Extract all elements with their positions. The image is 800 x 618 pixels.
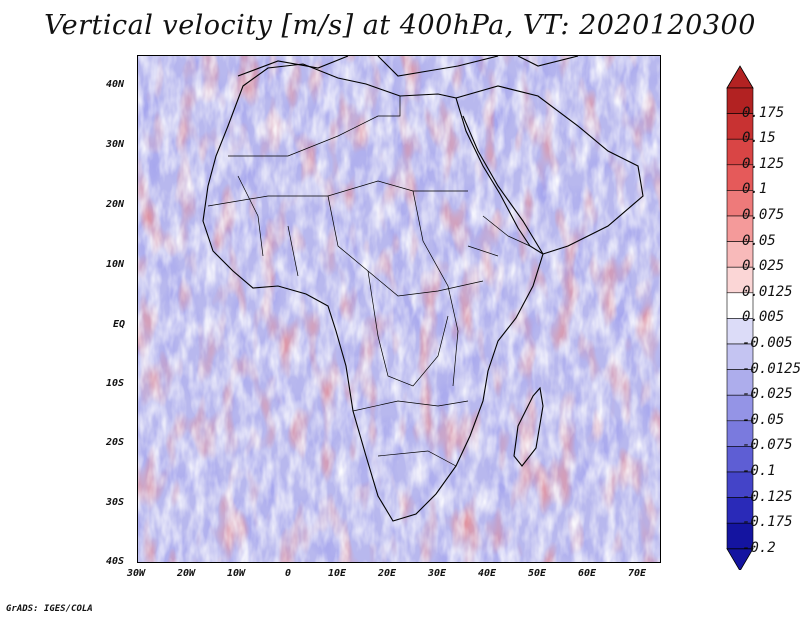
colorbar-label: 0.005	[742, 309, 785, 326]
colorbar-label: -0.05	[742, 411, 785, 428]
country-borders	[207, 96, 531, 467]
velocity-field	[138, 56, 660, 562]
europe-coast	[237, 56, 579, 77]
colorbar-label: 0.125	[742, 155, 785, 172]
colorbar	[726, 65, 754, 570]
colorbar-segment	[726, 87, 754, 114]
colorbar-segment	[726, 215, 754, 242]
x-tick-60e: 60E	[578, 568, 597, 579]
borders-north	[228, 96, 401, 157]
y-tick-30n: 30N	[106, 139, 125, 150]
colorbar-label: -0.025	[742, 386, 793, 403]
madagascar-coast	[513, 386, 544, 467]
arabia-coast	[455, 85, 644, 255]
x-tick-50e: 50E	[528, 568, 547, 579]
coastline	[202, 56, 644, 522]
y-tick-40s: 40S	[106, 556, 125, 567]
colorbar-segment	[726, 190, 754, 217]
colorbar-label: 0.175	[742, 104, 785, 121]
colorbar-segment	[726, 420, 754, 447]
colorbar-label: 0.025	[742, 258, 785, 275]
y-tick-10s: 10S	[106, 378, 125, 389]
colorbar-segment	[726, 471, 754, 498]
credit-text: GrADS: IGES/COLA	[6, 604, 93, 614]
borders-horn	[467, 215, 531, 257]
colorbar-label: -0.075	[742, 437, 793, 454]
colorbar-label: 0.075	[742, 207, 785, 223]
borders-west	[237, 175, 299, 277]
colorbar-label: -0.0125	[742, 360, 800, 377]
y-tick-40n: 40N	[106, 79, 125, 90]
borders-central	[327, 195, 484, 297]
colorbar-label: 0.0125	[742, 283, 793, 300]
colorbar-segment	[726, 343, 754, 370]
borders-east	[412, 190, 459, 387]
x-tick-30e: 30E	[428, 568, 447, 579]
africa-coast	[202, 63, 544, 522]
colorbar-min-arrow	[726, 548, 754, 570]
colorbar-segment	[726, 522, 754, 550]
x-tick-70e: 70E	[628, 568, 647, 579]
y-tick-20n: 20N	[106, 199, 125, 210]
colorbar-label: -0.175	[742, 514, 793, 531]
colorbar-segment	[726, 138, 754, 166]
borders-south	[352, 400, 469, 467]
colorbar-segment	[726, 113, 754, 140]
colorbar-segment	[726, 241, 754, 268]
x-tick-30w: 30W	[127, 568, 146, 579]
x-tick-0: 0	[285, 568, 292, 579]
colorbar-label: -0.125	[742, 488, 793, 505]
colorbar-max-arrow	[726, 65, 754, 89]
colorbar-label: 0.1	[742, 181, 768, 198]
x-tick-20w: 20W	[177, 568, 196, 579]
colorbar-segment	[726, 497, 754, 524]
colorbar-label: -0.1	[742, 463, 776, 479]
colorbar-label: 0.15	[742, 130, 776, 147]
x-tick-40e: 40E	[478, 568, 497, 579]
map-plot-area	[137, 55, 661, 563]
colorbar-segment	[726, 318, 754, 345]
colorbar-label: -0.2	[742, 539, 776, 556]
y-tick-20s: 20S	[106, 437, 125, 448]
x-tick-10e: 10E	[328, 568, 347, 579]
y-tick-eq: EQ	[113, 319, 126, 330]
borders-mid	[367, 270, 449, 387]
colorbar-label: -0.005	[742, 335, 793, 351]
x-tick-10w: 10W	[227, 568, 246, 579]
colorbar-label: 0.05	[742, 232, 776, 249]
x-tick-20e: 20E	[378, 568, 397, 579]
y-tick-30s: 30S	[106, 497, 125, 508]
y-tick-10n: 10N	[106, 259, 125, 270]
borders-sahel	[207, 180, 468, 207]
streak-texture	[138, 56, 660, 562]
colorbar-segment	[726, 164, 754, 191]
map-title: Vertical velocity [m/s] at 400hPa, VT: 2…	[44, 10, 756, 41]
